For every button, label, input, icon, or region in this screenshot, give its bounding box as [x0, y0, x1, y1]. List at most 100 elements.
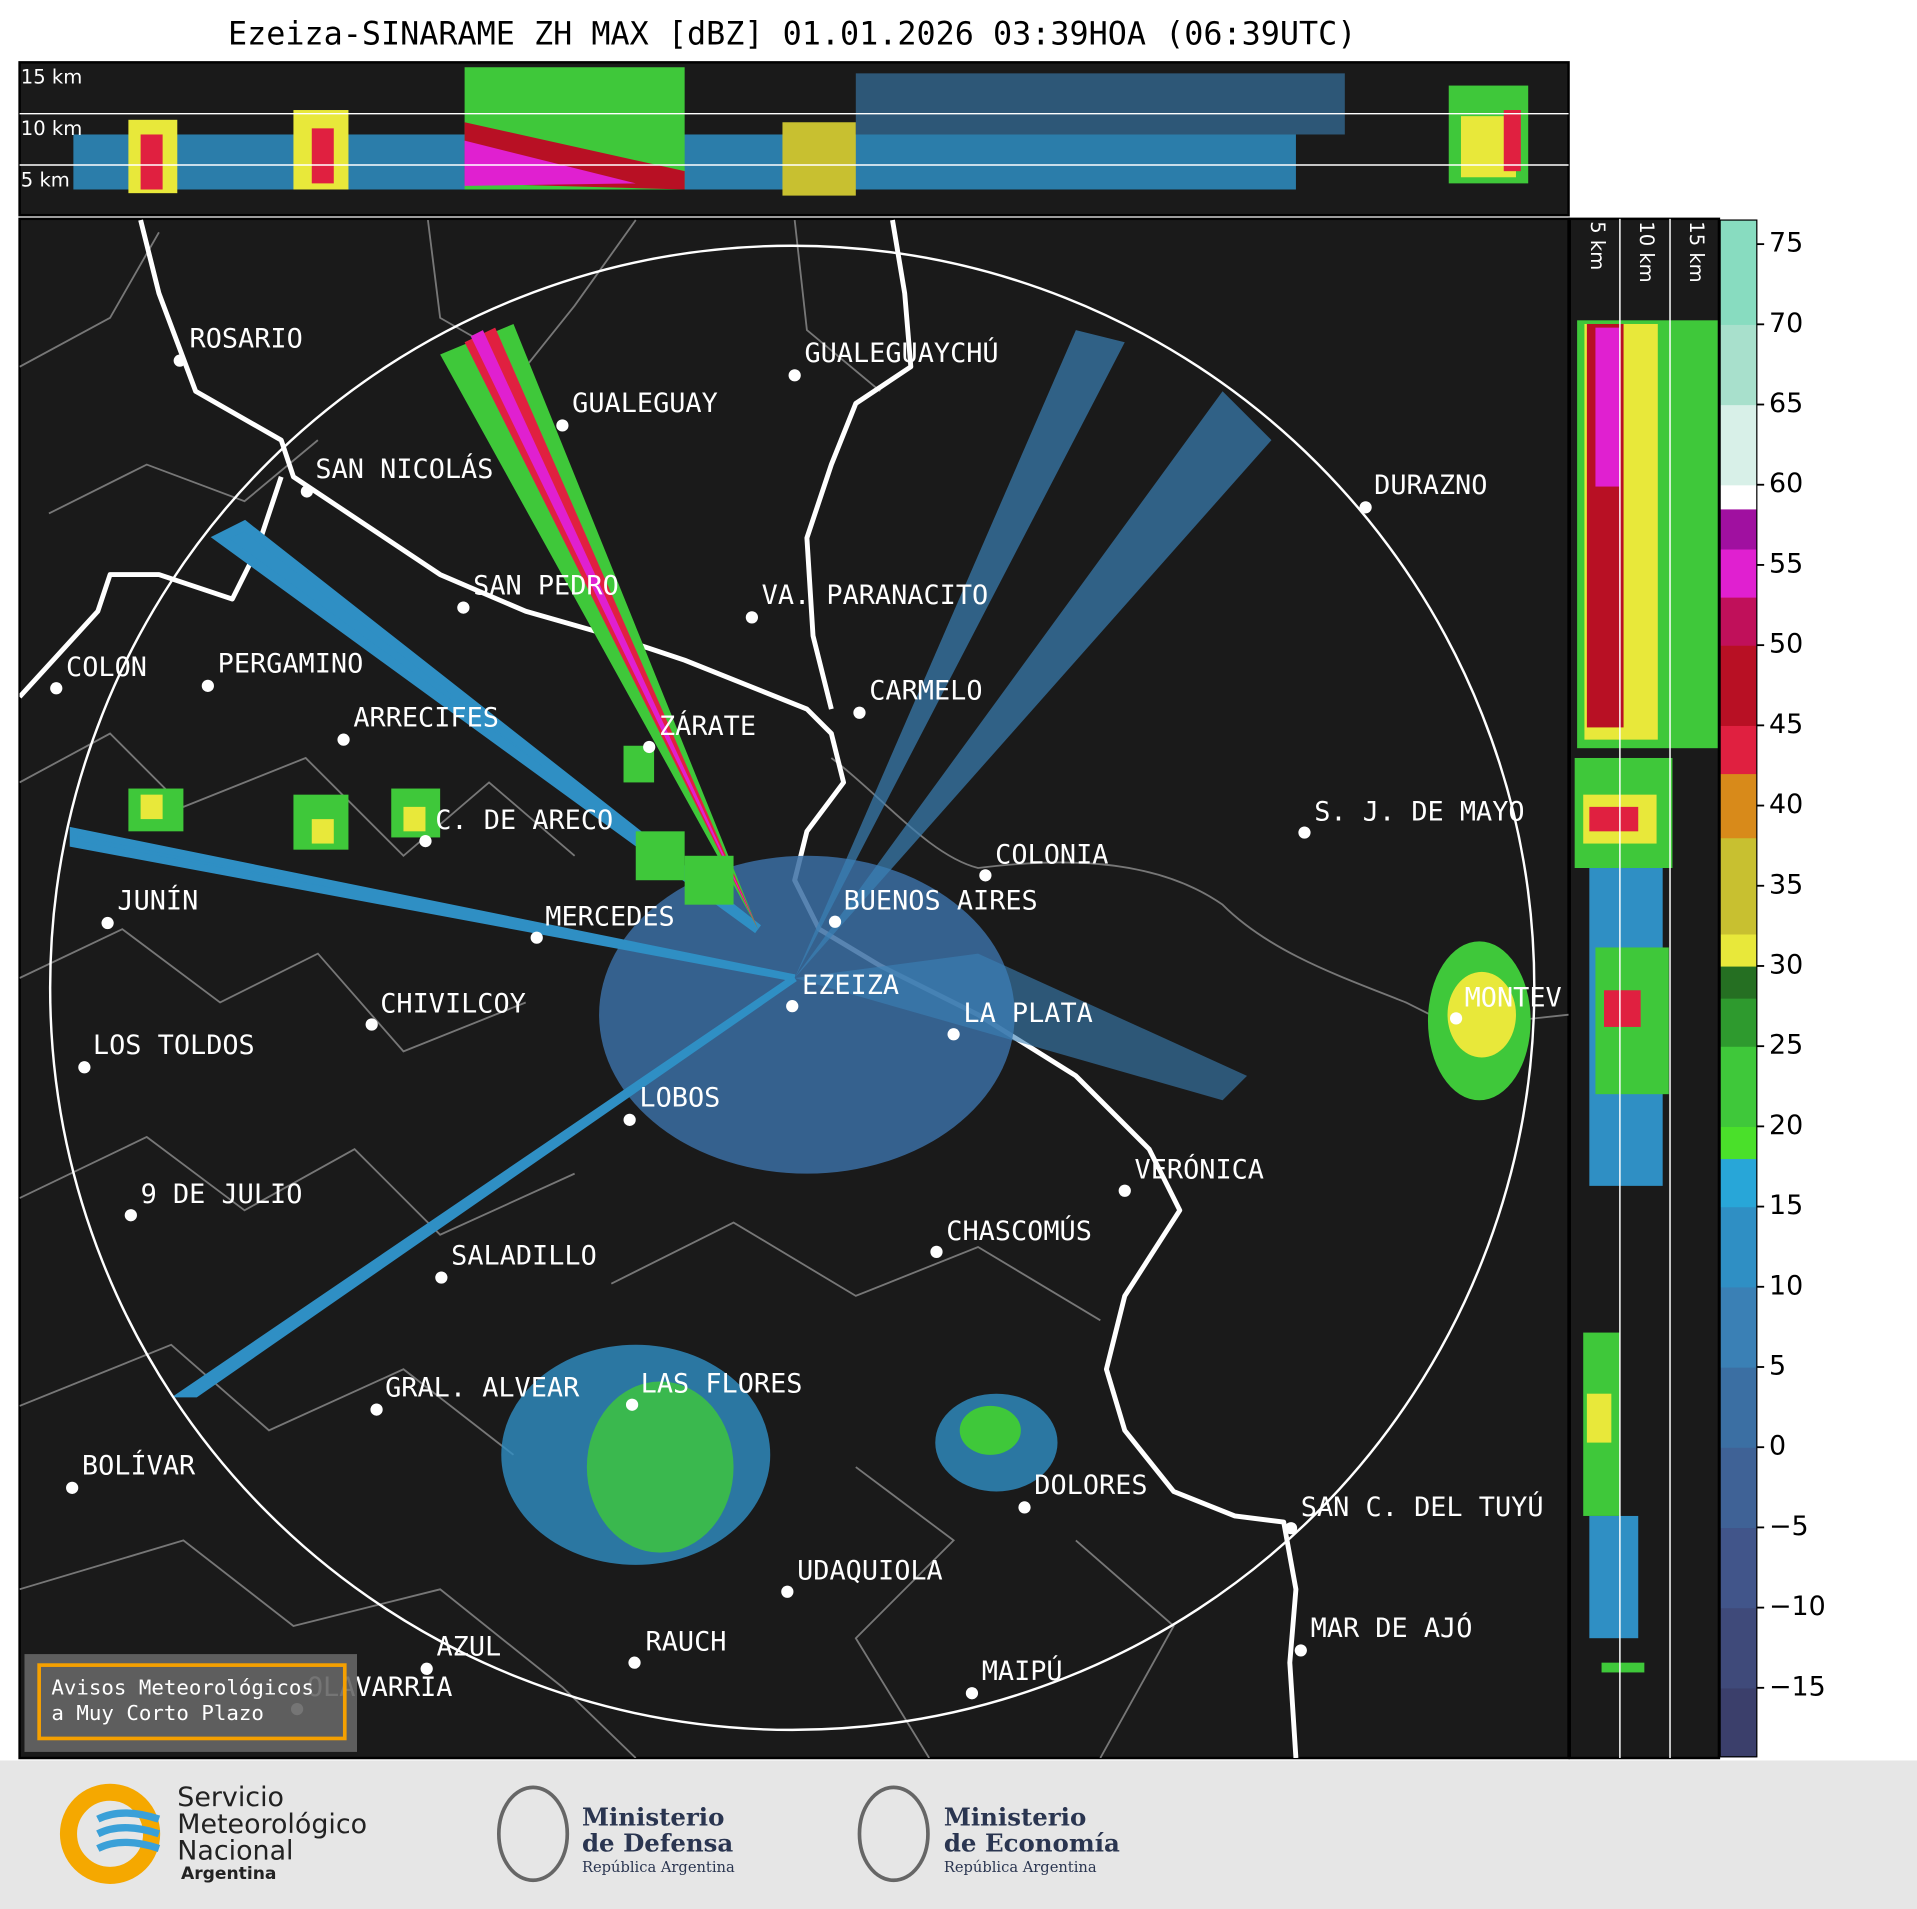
- colorbar-tick-label: 30: [1769, 949, 1803, 980]
- height-label: 10 km: [1635, 221, 1658, 282]
- colorbar-tick-label: 60: [1769, 468, 1803, 499]
- logo-text: Meteorológico: [177, 1809, 367, 1840]
- colorbar-band: [1720, 404, 1757, 486]
- logo-text: Nacional: [177, 1836, 293, 1867]
- coat-of-arms: [496, 1785, 570, 1883]
- top-echoes: [73, 67, 1529, 196]
- city-label: ZÁRATE: [659, 710, 756, 742]
- height-label: 5 km: [1586, 221, 1609, 270]
- city-dot: [173, 354, 186, 367]
- city-dot: [947, 1028, 960, 1041]
- height-label: 10 km: [21, 117, 82, 140]
- city-label: BUENOS AIRES: [844, 886, 1038, 917]
- title: Ezeiza-SINARAME ZH MAX [dBZ] 01.01.2026 …: [228, 16, 1356, 52]
- city-dot: [66, 1481, 79, 1494]
- city-label: UDAQUIOLA: [797, 1556, 943, 1587]
- city-label: RAUCH: [646, 1627, 727, 1658]
- city-dot: [930, 1245, 943, 1258]
- city-label: DURAZNO: [1374, 470, 1487, 501]
- city-label: COLONIA: [995, 839, 1108, 870]
- city-dot: [745, 611, 759, 624]
- logo-strip: [0, 1760, 1917, 1909]
- logo-text: Servicio: [177, 1782, 284, 1813]
- city-dot: [101, 916, 114, 930]
- city-dot: [1284, 1522, 1298, 1535]
- colorbar-band: [1720, 220, 1757, 325]
- logo-smn: Servicio Meteorológico Nacional Argentin…: [59, 1782, 367, 1884]
- city-dot: [1298, 826, 1311, 839]
- echoes: [69, 323, 1531, 1565]
- colorbar-band: [1720, 645, 1757, 726]
- city-label: VERÓNICA: [1135, 1154, 1264, 1186]
- colorbar-band: [1720, 1687, 1757, 1758]
- logo-text: República Argentina: [582, 1859, 735, 1876]
- city-dot: [435, 1271, 448, 1284]
- height-label: 15 km: [1685, 221, 1708, 282]
- city-dot: [201, 679, 214, 692]
- city-label: SAN NICOLÁS: [315, 453, 493, 485]
- city-label: DOLORES: [1034, 1470, 1147, 1501]
- notice-border: [37, 1663, 347, 1741]
- colorbar-tick-label: 50: [1769, 629, 1803, 660]
- city-dot: [828, 915, 842, 928]
- map-layer: ROSARIO GUALEGUAYCHÚ GUALEGUAY SAN NICOLÁS D…: [19, 219, 1569, 1759]
- colorbar-tick-label: 15: [1769, 1190, 1803, 1221]
- city-dot: [1118, 1184, 1131, 1197]
- city-label: LOS TOLDOS: [93, 1030, 255, 1061]
- colorbar-band: [1720, 1046, 1757, 1127]
- city-label: LA PLATA: [963, 998, 1092, 1029]
- city-label: 9 DE JULIO: [141, 1179, 303, 1210]
- city-label: SALADILLO: [451, 1240, 597, 1271]
- city-dot: [457, 601, 470, 614]
- city-dot: [1449, 1012, 1463, 1025]
- city-dot: [556, 419, 569, 432]
- colorbar-tick-label: 25: [1769, 1030, 1803, 1061]
- city-dot: [786, 1000, 799, 1013]
- city-label: ROSARIO: [190, 323, 303, 354]
- notice-text: a Muy Corto Plazo: [51, 1701, 264, 1725]
- logo-economia: Ministerio de Economía República Argenti…: [857, 1785, 1120, 1883]
- city-label: AZUL: [436, 1631, 501, 1662]
- colorbar-band: [1720, 1447, 1757, 1529]
- city-label: SAN PEDRO: [473, 570, 619, 601]
- city-label: BOLÍVAR: [82, 1450, 196, 1482]
- city-dot: [420, 1662, 433, 1675]
- city-dot: [530, 931, 543, 944]
- city-label: GUALEGUAY: [572, 388, 718, 419]
- height-label: 15 km: [21, 66, 82, 89]
- city-dot: [419, 834, 432, 848]
- city-dot: [50, 682, 63, 695]
- colorbar-band: [1720, 1126, 1757, 1160]
- logo-text: de Economía: [944, 1828, 1120, 1857]
- colorbar-tick-label: 65: [1769, 388, 1803, 419]
- colorbar-band: [1720, 1366, 1757, 1448]
- city-dot: [1359, 501, 1372, 514]
- logo-text: Ministerio: [582, 1803, 724, 1832]
- city-dot: [853, 706, 866, 719]
- colorbar-band: [1720, 597, 1757, 646]
- colorbar-tick-label: 45: [1769, 709, 1803, 740]
- cities: ROSARIO GUALEGUAYCHÚ GUALEGUAY SAN NICOLÁS D…: [50, 323, 1562, 1716]
- city-dot: [1018, 1501, 1031, 1514]
- city-dot: [78, 1061, 91, 1074]
- city-label: CARMELO: [869, 675, 982, 706]
- logo-text: Ministerio: [944, 1803, 1086, 1832]
- city-label: PERGAMINO: [218, 649, 364, 680]
- city-dot: [623, 1113, 636, 1126]
- city-dot: [628, 1656, 641, 1669]
- logo-text: de Defensa: [582, 1828, 733, 1857]
- city-label: ARRECIFES: [353, 702, 499, 733]
- colorbar-band: [1720, 484, 1757, 510]
- city-label: MONTEV: [1465, 982, 1562, 1013]
- height-label: 5 km: [21, 168, 70, 191]
- colorbar-band: [1720, 324, 1757, 406]
- logo-defensa: Ministerio de Defensa República Argentin…: [496, 1785, 735, 1883]
- city-label: JUNÍN: [117, 885, 198, 917]
- city-dot: [337, 733, 350, 746]
- city-label: LAS FLORES: [641, 1369, 803, 1400]
- colorbar-frame: [1719, 219, 1758, 1758]
- colorbar-tick-label: 35: [1769, 869, 1803, 900]
